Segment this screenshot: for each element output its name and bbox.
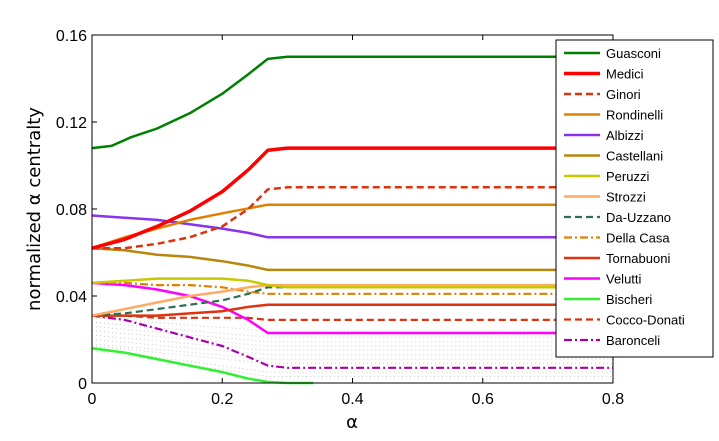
legend-label: Rondinelli (606, 108, 663, 123)
legend-label: Castellani (606, 149, 663, 164)
legend-label: Baronceli (606, 333, 660, 348)
background-series-line (91, 317, 613, 332)
legend-label: Della Casa (606, 231, 670, 246)
series-lines-group (91, 55, 613, 385)
x-tick-label: 0.6 (472, 391, 494, 408)
y-tick-label: 0.04 (56, 289, 87, 306)
x-tick-label: 0 (88, 391, 97, 408)
x-axis-ticks: 0 0.2 0.4 0.6 0.8 (88, 35, 624, 408)
y-axis-label: normalized α centralty (24, 107, 45, 311)
y-tick-label: 0.12 (56, 115, 87, 132)
x-tick-label: 0.8 (602, 391, 624, 408)
y-tick-label: 0.16 (56, 28, 87, 45)
series-line-guasconi (91, 55, 613, 150)
legend-label: Albizzi (606, 128, 644, 143)
legend-label: Strozzi (606, 190, 646, 205)
x-tick-label: 0.4 (341, 391, 363, 408)
x-tick-label: 0.2 (211, 391, 233, 408)
legend-label: Medici (606, 67, 644, 82)
series-line-rondinelli (91, 203, 613, 250)
background-series-line (91, 339, 613, 356)
y-tick-label: 0.08 (56, 202, 87, 219)
background-series-line (91, 330, 613, 347)
background-series-line (91, 343, 613, 360)
legend-label: Da-Uzzano (606, 210, 671, 225)
legend: Guasconi Medici Ginori Rondinelli Albizzi Cas… (555, 39, 714, 358)
x-axis-label: α (346, 412, 358, 433)
legend-label: Bischeri (606, 292, 652, 307)
series-line-albizzi (91, 214, 613, 239)
y-axis-ticks: 0 0.04 0.08 0.12 0.16 (56, 28, 613, 393)
series-line-peruzzi (91, 277, 613, 289)
background-lines-group (91, 317, 613, 377)
series-line-castellani (91, 246, 613, 272)
series-line-ginori (92, 186, 613, 250)
legend-label: Velutti (606, 272, 642, 287)
legend-label: Guasconi (606, 46, 661, 61)
background-series-line (91, 345, 613, 364)
series-line-medici (91, 146, 613, 250)
series-line-da-uzzano (91, 286, 613, 317)
series-line-baronceli (91, 314, 613, 369)
series-line-della-casa (92, 281, 613, 295)
series-line-tornabuoni (92, 303, 613, 317)
legend-label: Cocco-Donati (606, 313, 685, 328)
plot-area (92, 35, 613, 383)
y-tick-label: 0 (78, 376, 87, 393)
legend-label: Peruzzi (606, 169, 649, 184)
legend-label: Ginori (606, 87, 641, 102)
background-series-line (91, 325, 613, 343)
legend-label: Tornabuoni (606, 251, 670, 266)
background-series-line (91, 321, 613, 338)
background-series-line (91, 334, 613, 351)
legend-box (555, 39, 714, 358)
